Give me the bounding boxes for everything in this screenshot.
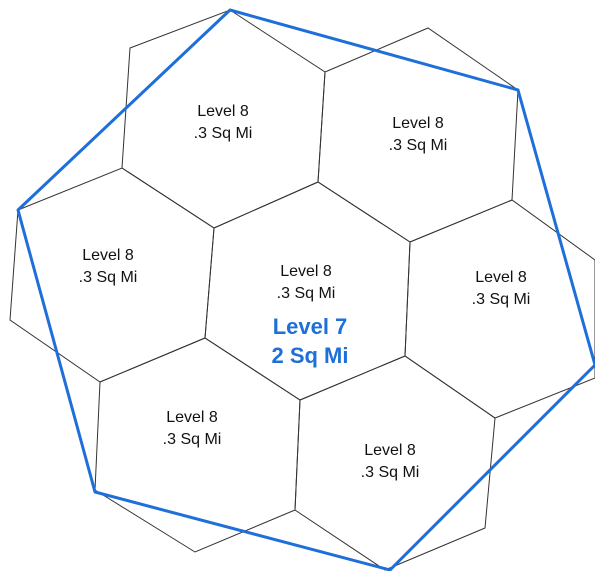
hexagon-label-top-right: Level 8 .3 Sq Mi xyxy=(389,115,448,154)
area-label: .3 Sq Mi xyxy=(472,291,531,308)
hexagon-label-center: Level 8 .3 Sq Mi xyxy=(277,263,336,302)
area-label: .3 Sq Mi xyxy=(163,431,222,448)
area-label: .3 Sq Mi xyxy=(79,269,138,286)
hexagon-cell xyxy=(294,355,496,571)
child-hexagon-grid xyxy=(9,9,595,571)
parent-label: Level 7 2 Sq Mi xyxy=(271,314,348,368)
level-label: Level 8 xyxy=(364,442,416,459)
area-label: .3 Sq Mi xyxy=(389,137,448,154)
hexagon-label-bottom-right: Level 8 .3 Sq Mi xyxy=(361,442,420,481)
hexagon-cell xyxy=(404,199,595,419)
parent-hexagon-outline xyxy=(16,8,595,571)
hexagon-label-left: Level 8 .3 Sq Mi xyxy=(79,247,138,286)
hexagon-label-bottom-left: Level 8 .3 Sq Mi xyxy=(163,409,222,448)
level-label: Level 8 xyxy=(166,409,218,426)
area-label: .3 Sq Mi xyxy=(277,285,336,302)
level-label: Level 8 xyxy=(280,263,332,280)
parent-level-label: Level 7 xyxy=(273,314,348,339)
level-label: Level 8 xyxy=(82,247,134,264)
parent-area-label: 2 Sq Mi xyxy=(271,343,348,368)
level-label: Level 8 xyxy=(197,103,249,120)
level-label: Level 8 xyxy=(475,269,527,286)
area-label: .3 Sq Mi xyxy=(194,125,253,142)
area-label: .3 Sq Mi xyxy=(361,464,420,481)
child-labels: Level 8 .3 Sq Mi Level 8 .3 Sq Mi Level … xyxy=(79,103,531,481)
hexagon-label-top-left: Level 8 .3 Sq Mi xyxy=(194,103,253,142)
level-label: Level 8 xyxy=(392,115,444,132)
hexagon-label-right: Level 8 .3 Sq Mi xyxy=(472,269,531,308)
